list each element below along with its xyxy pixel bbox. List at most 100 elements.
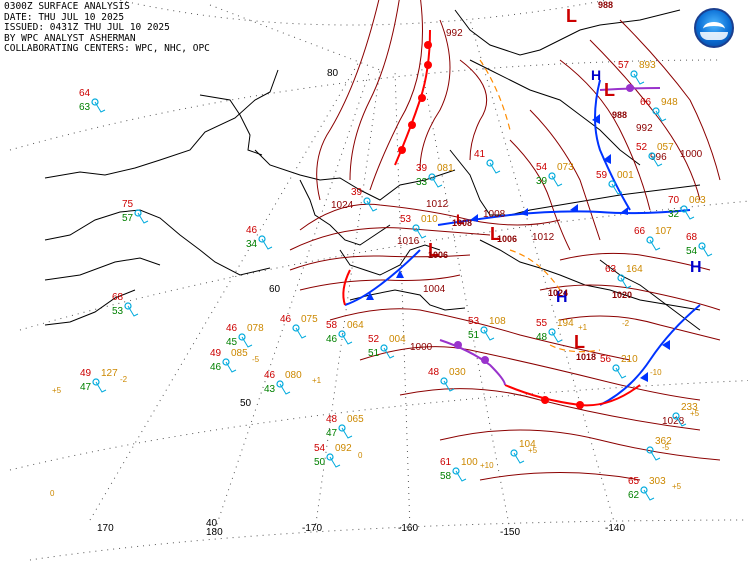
lon-label-minus170: -170	[302, 523, 322, 534]
station-temperature: 59	[596, 170, 608, 181]
station-circle	[612, 364, 620, 372]
station-plot: 46 45 078	[226, 323, 264, 348]
coastlines	[44, 9, 701, 331]
station-dewpoint: 43	[264, 384, 276, 395]
station-temperature: 65	[628, 476, 640, 487]
station-circle	[338, 330, 346, 338]
station-temperature: 46	[264, 370, 276, 381]
station-pressure: 075	[301, 314, 318, 325]
warm-front	[342, 29, 641, 409]
station-temperature: 56	[600, 354, 612, 365]
wind-barb	[489, 162, 501, 174]
wind-barb	[443, 380, 455, 392]
station-circle	[452, 467, 460, 475]
station-pressure: 362	[655, 436, 672, 447]
station-temperature: 46	[246, 225, 258, 236]
wind-barb	[341, 427, 353, 439]
station-dewpoint: 34	[246, 239, 258, 250]
high-center-value: 1024	[548, 288, 568, 298]
station-circle	[92, 378, 100, 386]
station-dewpoint: 58	[440, 471, 452, 482]
wind-barb	[366, 200, 378, 212]
station-pressure: 194	[557, 318, 574, 329]
station-temperature: 66	[640, 97, 652, 108]
station-temperature: 64	[79, 88, 91, 99]
station-plot: 41	[474, 149, 501, 174]
station-pressure: 078	[247, 323, 264, 334]
station-pressure: 085	[231, 348, 248, 359]
isobar-label: 992	[446, 28, 463, 39]
station-circle	[134, 209, 142, 217]
lon-label-minus140: -140	[605, 523, 625, 534]
station-plot: 53 51 108	[468, 316, 506, 341]
wind-barb	[513, 452, 525, 464]
station-circle	[698, 242, 706, 250]
station-temperature: 66	[634, 226, 646, 237]
lon-label-minus160: -160	[398, 523, 418, 534]
station-dewpoint: 57	[122, 213, 134, 224]
wind-barb	[483, 329, 495, 341]
high-center-value: 1020	[612, 290, 632, 300]
station-plot: 58 46 064	[326, 320, 364, 345]
lat-label-80: 80	[327, 68, 339, 79]
low-center-symbol: L	[574, 332, 585, 352]
isobar-label: 1004	[423, 284, 446, 295]
station-temperature: 39	[351, 187, 363, 198]
pressure-tendency-value: -5	[662, 443, 670, 452]
pressure-tendency-value: -2	[622, 319, 630, 328]
station-dewpoint: 32	[668, 209, 680, 220]
station-dewpoint: 47	[326, 428, 338, 439]
isobar-label: 1008	[483, 209, 506, 220]
wind-barb	[127, 305, 139, 317]
header-title: 0300Z SURFACE ANALYSIS	[4, 1, 130, 12]
isobar-label: 1016	[397, 236, 420, 247]
station-pressure: 210	[621, 354, 638, 365]
station-pressure: 092	[335, 443, 352, 454]
low-center-symbol: L	[490, 224, 501, 244]
station-circle	[258, 235, 266, 243]
station-temperature: 54	[314, 443, 326, 454]
low-center-value: 988	[598, 0, 613, 10]
station-dewpoint: 50	[314, 457, 326, 468]
wind-barb	[295, 327, 307, 339]
station-plot: 46 43 080	[264, 370, 302, 395]
station-pressure: 080	[285, 370, 302, 381]
station-temperature: 54	[536, 162, 548, 173]
wind-barb	[279, 383, 291, 395]
station-circle	[480, 326, 488, 334]
wind-barb	[225, 361, 237, 373]
station-circle	[292, 324, 300, 332]
station-temperature: 41	[474, 149, 486, 160]
station-pressure: 001	[617, 170, 634, 181]
wind-barb	[551, 175, 563, 187]
wind-barb	[455, 470, 467, 482]
station-pressure: 063	[689, 195, 706, 206]
station-plot: 39 33 081	[416, 163, 454, 188]
wind-barb	[383, 347, 395, 359]
low-center-symbol: L	[456, 211, 465, 227]
occluded-front	[439, 84, 661, 386]
station-temperature: 52	[636, 142, 648, 153]
station-temperature: 46	[280, 314, 292, 325]
analysis-header: 0300Z SURFACE ANALYSIS DATE: THU JUL 10 2…	[4, 1, 210, 55]
isobar-label: 1028	[662, 416, 685, 427]
header-date: DATE: THU JUL 10 2025	[4, 11, 125, 23]
wind-barb	[620, 277, 632, 289]
lon-label-180: 180	[206, 527, 223, 538]
station-plot: 59 001	[596, 170, 634, 195]
station-plot: 52 51 004	[368, 334, 406, 359]
station-circle	[380, 344, 388, 352]
station-circle	[238, 333, 246, 341]
lat-label-60: 60	[269, 284, 281, 295]
station-plot: 48 030	[428, 367, 466, 392]
low-center-value: 1006	[428, 250, 448, 260]
pressure-centers: L 1006 L 1006 L 1008 L 1018 L 988 L 988 …	[428, 0, 702, 362]
station-circle	[412, 224, 420, 232]
pressure-tendencies: +5-2-5+10+5+10-5+5+5+1 -2-100	[50, 319, 700, 498]
pressure-tendency-value: -10	[650, 368, 662, 377]
station-circle	[510, 449, 518, 457]
noaa-logo-icon[interactable]	[694, 8, 734, 48]
low-center-value: 1018	[576, 352, 596, 362]
